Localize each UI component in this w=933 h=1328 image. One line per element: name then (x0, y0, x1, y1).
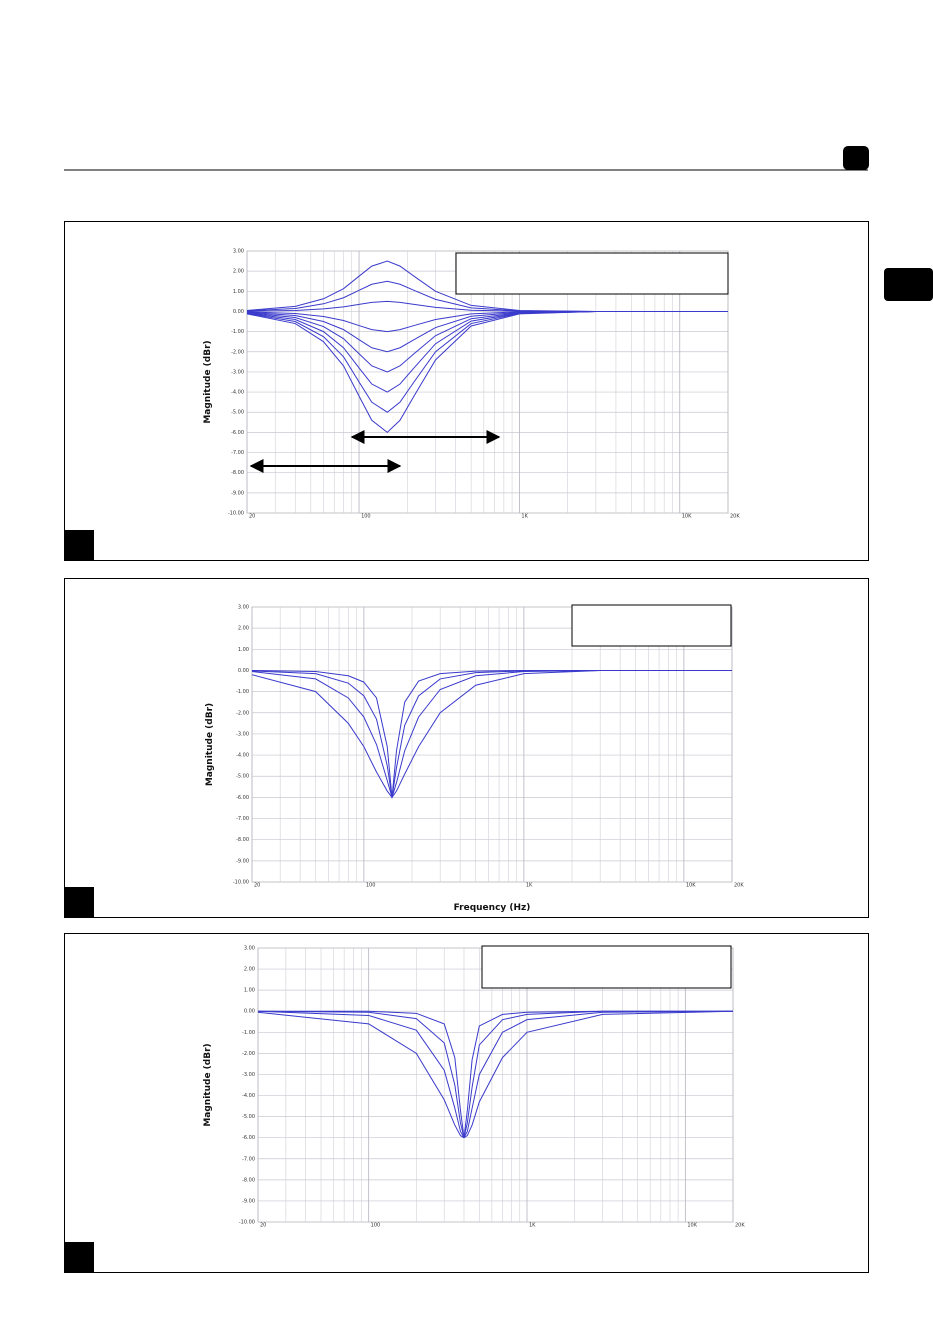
curve (246, 280, 728, 312)
curve (257, 1010, 734, 1139)
x-tick-label: 10K (682, 514, 692, 520)
panel-badge (64, 530, 94, 560)
y-tick-label: 0.00 (238, 668, 249, 674)
x-tick-label: 100 (361, 514, 371, 520)
curve (257, 1010, 733, 1138)
x-tick-label: 20K (734, 883, 744, 889)
y-tick-label: -7.00 (236, 816, 249, 822)
y-tick-label: -2.00 (236, 710, 249, 716)
x-tick-label: 100 (366, 883, 376, 889)
x-tick-label: 20 (249, 514, 255, 520)
y-tick-label: 2.00 (238, 626, 249, 632)
panel-badge (64, 887, 94, 917)
curve (251, 669, 732, 799)
x-tick-label: 10K (686, 883, 696, 889)
y-tick-label: -8.00 (236, 837, 249, 843)
x-tick-label: 20K (735, 1223, 745, 1229)
y-tick-label: -10.00 (233, 880, 249, 886)
curve (246, 310, 728, 413)
y-tick-label: -3.00 (242, 1072, 255, 1078)
x-tick-label: 20 (254, 883, 260, 889)
plot-area (251, 606, 733, 883)
curve (246, 310, 728, 434)
curve (251, 669, 732, 800)
chart: 3.00 2.00 1.00 0.00 -1.00 -2.00 -3.00 -4.00 -5.0… (205, 605, 744, 914)
curve (257, 1010, 734, 1139)
y-tick-label: -4.00 (231, 390, 244, 396)
y-tick-label: -6.00 (236, 795, 249, 801)
curve (246, 310, 728, 333)
y-tick-label: -6.00 (231, 430, 244, 436)
y-tick-label: -1.00 (236, 689, 249, 695)
y-tick-label: -5.00 (236, 774, 249, 780)
y-tick-label: -8.00 (231, 470, 244, 476)
y-tick-label: -9.00 (236, 858, 249, 864)
chart: 3.00 2.00 1.00 0.00 -1.00 -2.00 -3.00 -4.00 -5.0… (203, 946, 745, 1229)
y-tick-label: 3.00 (238, 605, 249, 611)
panel (64, 578, 869, 918)
y-axis-label: Magnitude (dBr) (203, 1043, 213, 1126)
y-tick-label: 0.00 (233, 309, 244, 315)
panel (64, 933, 869, 1273)
y-tick-label: -5.00 (231, 410, 244, 416)
y-tick-label: -7.00 (231, 450, 244, 456)
y-tick-label: -4.00 (236, 753, 249, 759)
y-tick-label: -2.00 (231, 349, 244, 355)
y-tick-label: -4.00 (242, 1093, 255, 1099)
x-tick-label: 1K (529, 1223, 536, 1229)
y-tick-label: -7.00 (242, 1156, 255, 1162)
x-tick-label: 20K (730, 514, 740, 520)
y-tick-label: -3.00 (236, 731, 249, 737)
y-tick-label: 2.00 (244, 967, 255, 973)
y-tick-label: 3.00 (233, 249, 244, 255)
y-tick-label: 3.00 (244, 946, 255, 952)
panel-badge (64, 1242, 94, 1272)
y-axis-label: Magnitude (dBr) (203, 340, 213, 423)
y-tick-label: 0.00 (244, 1009, 255, 1015)
y-tick-label: 2.00 (233, 269, 244, 275)
curve (246, 300, 728, 312)
y-tick-label: 1.00 (244, 988, 255, 994)
side-tab (884, 268, 933, 301)
y-tick-label: -8.00 (242, 1177, 255, 1183)
x-tick-label: 100 (371, 1223, 381, 1229)
y-tick-label: -2.00 (242, 1051, 255, 1057)
x-tick-label: 20 (260, 1223, 266, 1229)
x-tick-label: 1K (521, 514, 528, 520)
y-tick-label: -9.00 (242, 1198, 255, 1204)
curve (246, 310, 728, 373)
curve (258, 1010, 733, 1138)
x-axis-label: Frequency (Hz) (454, 903, 531, 913)
y-tick-label: -10.00 (239, 1220, 255, 1226)
y-tick-label: -9.00 (231, 490, 244, 496)
y-tick-label: -6.00 (242, 1135, 255, 1141)
curve (251, 669, 732, 798)
y-tick-label: -3.00 (231, 369, 244, 375)
y-tick-label: -1.00 (242, 1030, 255, 1036)
curve (251, 669, 732, 798)
panel (64, 221, 869, 561)
y-tick-label: 1.00 (238, 647, 249, 653)
header-badge (843, 146, 869, 170)
caption-box (455, 252, 729, 295)
charts: 3.00 2.00 1.00 0.00 -1.00 -2.00 -3.00 -4.00 -5.0… (203, 249, 745, 1229)
x-tick-label: 1K (526, 883, 533, 889)
y-tick-label: -10.00 (228, 511, 244, 517)
curve (246, 310, 728, 393)
y-tick-label: 1.00 (233, 289, 244, 295)
y-axis-label: Magnitude (dBr) (205, 703, 215, 786)
curve (246, 260, 728, 312)
x-tick-label: 10K (687, 1223, 697, 1229)
caption-box (481, 945, 732, 989)
y-tick-label: -5.00 (242, 1114, 255, 1120)
curve (246, 310, 728, 353)
caption-box (571, 604, 732, 647)
plot-area (257, 947, 734, 1223)
y-tick-label: -1.00 (231, 329, 244, 335)
